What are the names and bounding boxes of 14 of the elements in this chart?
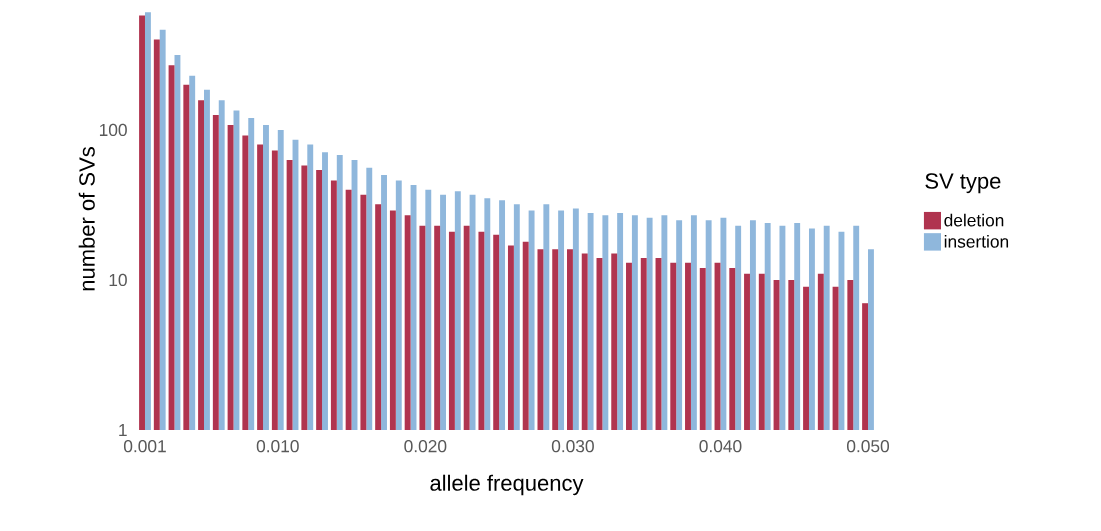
legend-label: insertion	[944, 234, 1009, 248]
y-axis-title: number of SVs	[78, 147, 95, 291]
legend-label: deletion	[944, 213, 1004, 227]
x-tick-label: 0.020	[404, 440, 447, 453]
y-tick-label: 10	[109, 273, 127, 287]
x-tick-label: 0.040	[699, 440, 742, 453]
x-axis-title: allele frequency	[430, 474, 584, 496]
x-tick-label: 0.050	[847, 440, 890, 453]
y-tick-label: 100	[99, 123, 127, 137]
legend-title: SV type	[925, 173, 1001, 194]
x-tick-label: 0.010	[256, 440, 299, 453]
y-tick-label: 1	[119, 424, 127, 436]
x-tick-label: 0.001	[123, 440, 166, 453]
x-tick-label: 0.030	[551, 440, 594, 453]
